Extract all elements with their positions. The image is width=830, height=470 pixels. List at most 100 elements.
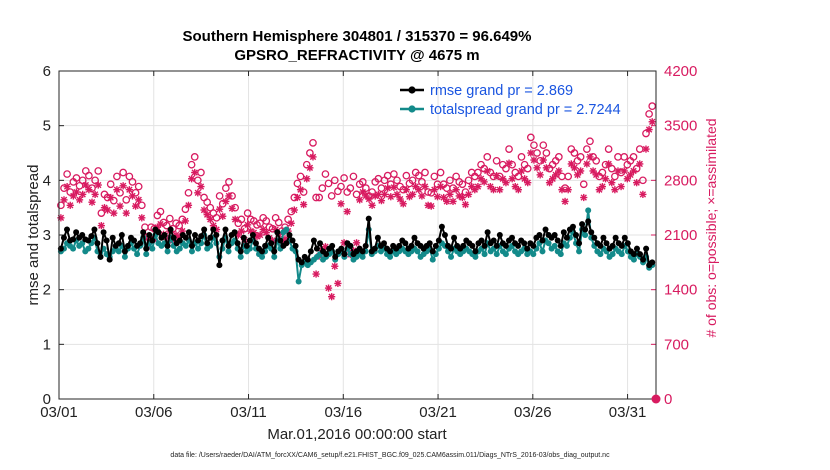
rmse-point [155,229,162,236]
rmse-point [121,248,128,255]
obs-assimilated-marker [219,212,227,220]
obs-asterisk-stroke [428,202,435,210]
obs-asterisk-stroke [440,194,447,201]
obs-asterisk-stroke [409,191,416,198]
rmse-point [307,248,314,255]
rmse-point [591,234,598,241]
rmse-point [530,242,537,249]
obs-asterisk-stroke [484,167,491,175]
obs-assimilated-marker [188,175,196,183]
rmse-point [380,240,387,247]
rmse-point [88,233,95,240]
spread-point [582,232,589,238]
obs-assimilated-marker [586,153,594,161]
obs-assimilated-marker [57,214,65,222]
obs-assimilated-marker [611,186,619,194]
obs-asterisk-stroke [614,167,622,175]
obs-asterisk-stroke [630,167,637,175]
obs-asterisk-stroke [602,175,609,182]
obs-asterisk-stroke [505,159,513,167]
obs-possible-marker [75,181,84,190]
obs-assimilated-marker [116,202,124,210]
obs-possible-marker [570,149,579,157]
rmse-point [481,242,488,249]
obs-asterisk-stroke [400,200,407,207]
obs-possible-marker [505,145,513,153]
obs-assimilated-marker [119,182,127,190]
rmse-point [441,232,448,238]
obs-asterisk-stroke [60,196,68,204]
obs-asterisk-stroke [639,191,647,198]
obs-asterisk-stroke [530,156,538,164]
rmse-point [408,242,415,249]
obs-asterisk-stroke [421,183,429,190]
obs-possible-marker [284,215,292,224]
rmse-point [185,229,192,236]
legend-rmse-marker [408,86,416,94]
spread-point [134,251,141,258]
rmse-point [396,242,403,249]
rmse-point [176,237,183,244]
obs-assimilated-marker [408,190,417,198]
obs-asterisk-stroke [344,208,351,215]
spread-point [176,245,183,252]
rmse-point [402,240,409,247]
obs-possible-marker [312,193,320,202]
obs-asterisk-stroke [649,118,656,125]
obs-asterisk-stroke [126,186,133,193]
spread-point [618,251,625,258]
obs-possible-marker [122,196,131,204]
obs-asterisk-stroke [621,167,628,175]
rmse-point [283,240,290,247]
obs-assimilated-marker [343,207,351,216]
obs-assimilated-marker [228,204,236,213]
rmse-point [515,242,522,249]
obs-assimilated-marker [290,206,298,214]
obs-asterisk-stroke [540,156,547,164]
obs-asterisk-stroke [468,183,475,190]
rmse-point [633,245,640,252]
rmse-point [588,229,595,236]
x-tick-label: 03/31 [609,404,647,421]
spread-point [551,242,558,249]
obs-assimilated-marker [474,182,482,191]
rmse-point [640,256,647,263]
obs-assimilated-marker [464,190,473,198]
obs-asterisk-stroke [303,175,310,182]
obs-assimilated-marker [558,186,566,194]
obs-asterisk-stroke [415,186,422,193]
obs-assimilated-marker [496,186,504,194]
rmse-point [448,245,455,252]
obs-asterisk-stroke [555,167,563,175]
obs-asterisk-stroke [446,191,454,198]
obs-asterisk-stroke [222,198,230,205]
spread-point [164,248,171,255]
obs-asterisk-stroke [91,191,99,198]
obs-asterisk-stroke [297,186,304,193]
obs-assimilated-marker [125,186,133,194]
obs-assimilated-marker [377,197,386,205]
obs-possible-marker [91,176,99,185]
obs-asterisk-stroke [474,183,482,190]
rmse-point [597,242,604,249]
spread-point [448,253,455,260]
rmse-point [137,240,144,247]
obs-assimilated-marker [60,196,68,204]
rmse-point [73,229,80,236]
obs-assimilated-marker [309,153,317,161]
obs-asterisk-stroke [67,202,74,209]
obs-asterisk-stroke [73,188,80,196]
rmse-point [374,234,381,241]
rmse-point [310,237,317,244]
obs-asterisk-stroke [390,184,398,191]
obs-asterisk-stroke [76,196,83,204]
obs-possible-marker [474,168,482,177]
obs-assimilated-marker [79,190,87,198]
obs-assimilated-marker [110,209,118,217]
y-tick-label: 5 [43,118,51,135]
rmse-point [234,240,241,247]
spread-point [472,253,479,260]
obs-asterisk-stroke [244,221,251,229]
plot-frame [58,70,657,400]
rmse-point [451,234,458,241]
